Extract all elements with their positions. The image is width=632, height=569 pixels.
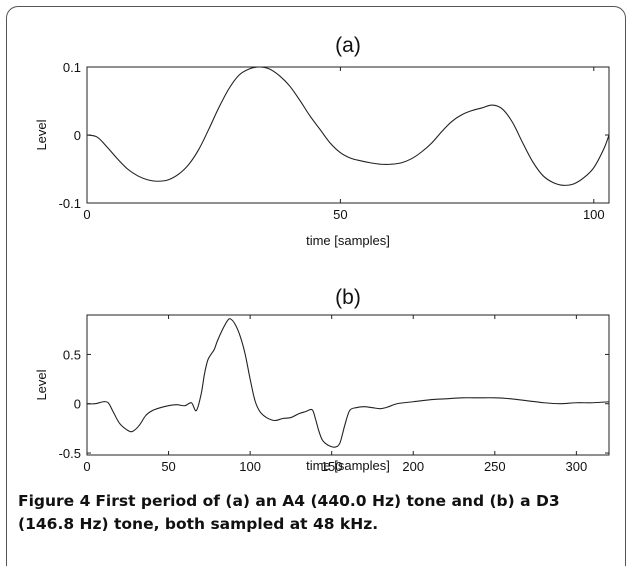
chart-title-b: (b) <box>335 286 361 309</box>
x-tick-label-b: 0 <box>83 459 90 474</box>
plot-area-b <box>86 314 610 456</box>
x-tick-label-a: 100 <box>583 207 605 222</box>
y-tick-label-a: 0.1 <box>63 60 81 75</box>
y-tick-label-a: -0.1 <box>59 196 81 211</box>
x-tick-label-b: 100 <box>239 459 261 474</box>
x-axis-label-b: time [samples] <box>306 458 390 473</box>
plot-area-a <box>86 66 610 204</box>
figure-frame <box>6 6 626 566</box>
x-axis-label-a: time [samples] <box>306 233 390 248</box>
x-tick-label-b: 250 <box>484 459 506 474</box>
chart-title-a: (a) <box>335 34 361 57</box>
x-tick-label-b: 300 <box>566 459 588 474</box>
x-tick-label-a: 0 <box>83 207 90 222</box>
caption-text: First period of (a) an A4 (440.0 Hz) ton… <box>18 492 560 533</box>
y-tick-label-b: 0 <box>74 397 81 412</box>
series-line-b <box>86 318 610 448</box>
y-tick-label-a: 0 <box>74 128 81 143</box>
x-tick-label-b: 50 <box>161 459 175 474</box>
y-tick-label-b: -0.5 <box>59 446 81 461</box>
caption-label: Figure 4 <box>18 492 91 510</box>
series-line-a <box>86 66 610 186</box>
y-axis-label-a: Level <box>34 119 49 150</box>
y-tick-label-b: 0.5 <box>63 347 81 362</box>
x-tick-label-b: 150 <box>321 459 343 474</box>
figure-caption: Figure 4 First period of (a) an A4 (440.… <box>18 490 608 536</box>
y-axis-label-b: Level <box>34 369 49 400</box>
x-tick-label-b: 200 <box>402 459 424 474</box>
x-tick-label-a: 50 <box>333 207 347 222</box>
